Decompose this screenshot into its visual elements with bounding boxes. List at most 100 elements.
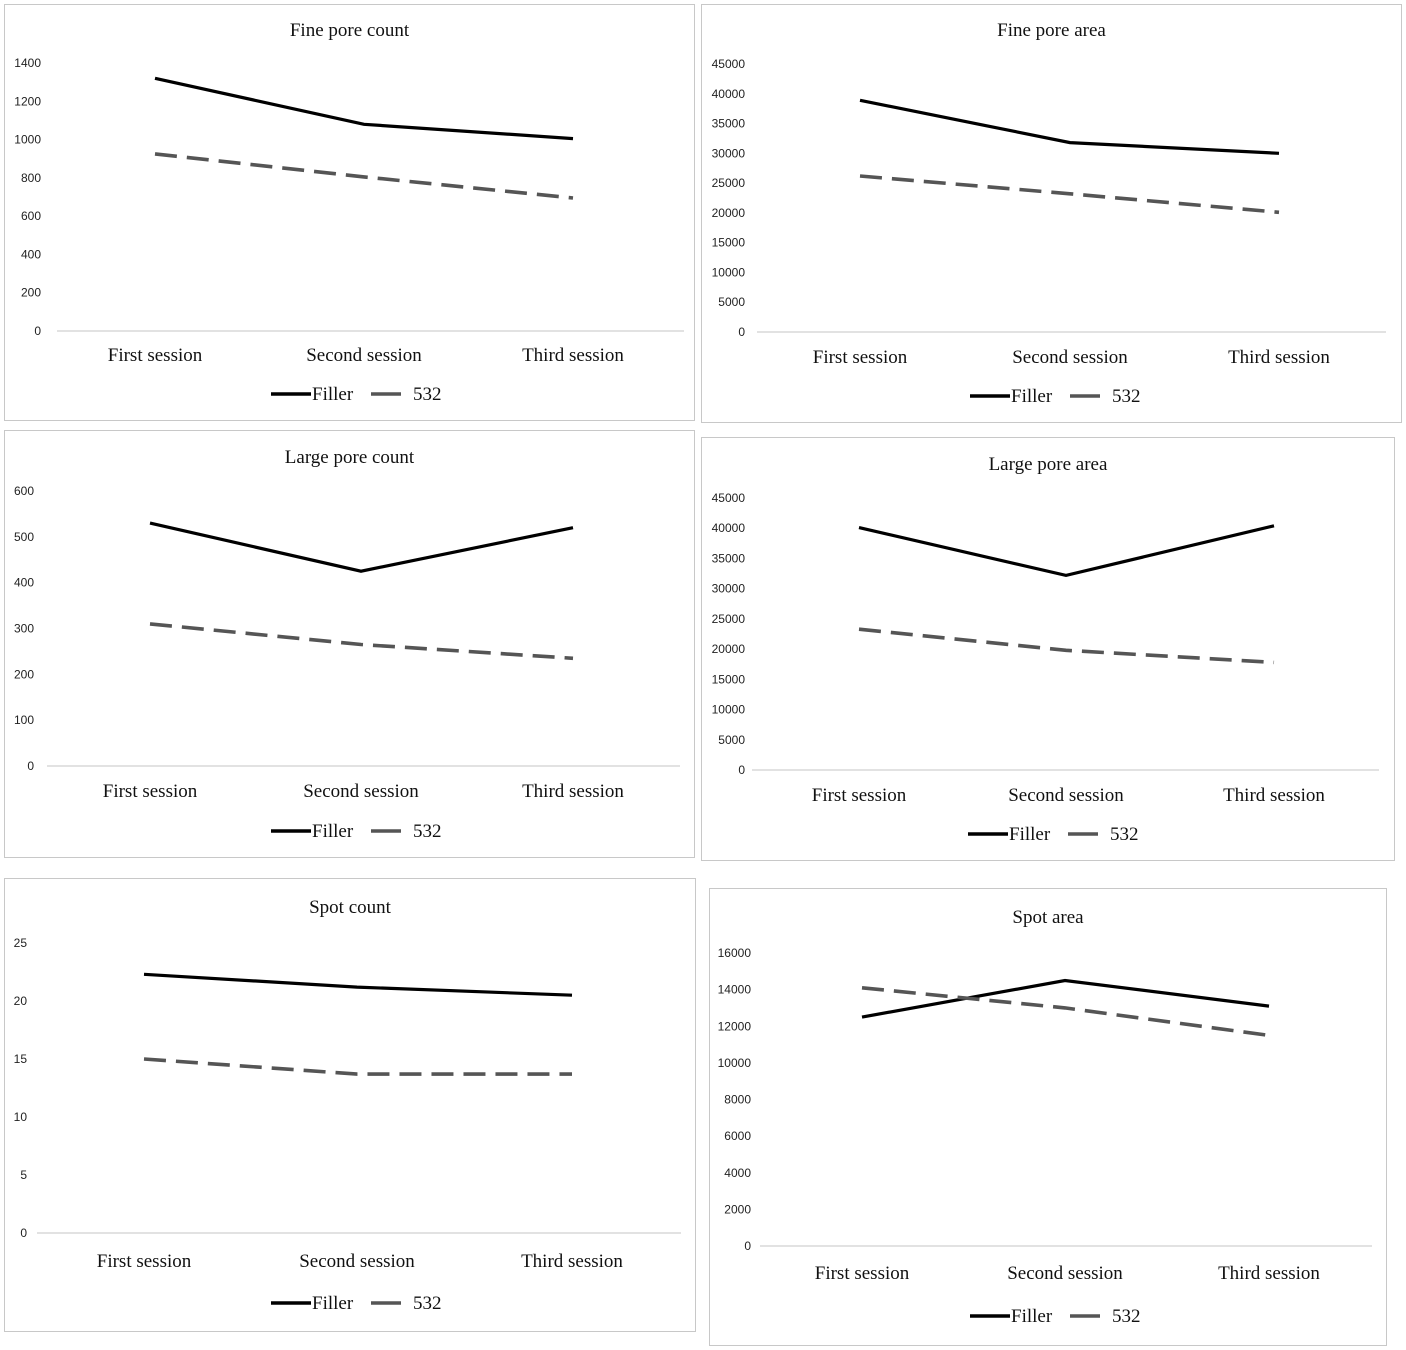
- y-tick-label: 16000: [718, 946, 752, 960]
- y-tick-label: 200: [21, 286, 41, 300]
- data-point-532-first-session: [858, 174, 862, 178]
- x-category-label-second-session: Second session: [1008, 785, 1124, 806]
- y-tick-label: 4000: [724, 1166, 751, 1180]
- data-point-532-first-session: [860, 986, 864, 990]
- series-line-filler: [149, 521, 574, 573]
- legend-label-filler: Filler: [1011, 386, 1053, 407]
- data-point-filler-first-session: [860, 1015, 864, 1019]
- x-category-label-first-session: First session: [815, 1263, 910, 1284]
- x-category-label-third-session: Third session: [522, 345, 624, 366]
- y-tick-label: 15000: [712, 672, 746, 686]
- series-line-series-532: [858, 627, 1275, 665]
- x-category-label-third-session: Third session: [1228, 347, 1330, 368]
- chart-panel-spot-area: Spot area 0 2000 4000 6000 8000 10000 12000 1400…: [709, 888, 1387, 1346]
- y-tick-label: 2000: [724, 1202, 751, 1216]
- legend-label-filler: Filler: [1009, 824, 1051, 845]
- data-point-532-third-session: [1277, 210, 1281, 214]
- data-point-532-third-session: [571, 196, 575, 200]
- y-tick-label: 20000: [712, 642, 746, 656]
- y-tick-label: 12000: [718, 1019, 752, 1033]
- legend-label-filler: Filler: [312, 821, 354, 842]
- y-tick-label: 40000: [712, 521, 746, 535]
- y-tick-label: 0: [20, 1226, 27, 1240]
- x-category-label-second-session: Second session: [306, 345, 422, 366]
- y-tick-label: 25: [14, 936, 28, 950]
- chart-panel-fine-pore-count: Fine pore count 0 200 400 600 800 1000 1200 1400…: [4, 4, 695, 421]
- series-line-filler: [861, 978, 1270, 1019]
- data-point-filler-second-session: [1068, 141, 1072, 145]
- x-category-label-second-session: Second session: [1012, 347, 1128, 368]
- data-point-filler-third-session: [571, 526, 575, 530]
- legend-label-532: 532: [1112, 386, 1141, 407]
- y-tick-label: 600: [21, 209, 41, 223]
- y-tick-label: 1400: [14, 56, 41, 70]
- y-tick-label: 0: [744, 1239, 751, 1253]
- chart-svg: Large pore count 0 100 200 300 400 500 600 First…: [14, 447, 680, 842]
- y-tick-label: 200: [14, 667, 34, 681]
- data-point-532-first-session: [148, 622, 152, 626]
- series-line-filler: [858, 524, 1275, 578]
- y-tick-label: 25000: [712, 176, 746, 190]
- chart-title: Spot area: [1012, 907, 1084, 928]
- data-point-filler-third-session: [570, 993, 574, 997]
- data-point-filler-second-session: [359, 569, 363, 573]
- chart-title: Large pore count: [285, 447, 415, 468]
- x-category-label-first-session: First session: [108, 345, 203, 366]
- series-line-filler: [143, 972, 573, 997]
- data-point-filler-third-session: [571, 137, 575, 141]
- data-point-532-second-session: [355, 1072, 359, 1076]
- x-category-label-second-session: Second session: [299, 1251, 415, 1272]
- y-tick-label: 35000: [712, 117, 746, 131]
- y-tick-label: 10000: [712, 265, 746, 279]
- data-point-filler-first-session: [858, 98, 862, 102]
- x-category-label-third-session: Third session: [521, 1251, 623, 1272]
- x-category-label-third-session: Third session: [1218, 1263, 1320, 1284]
- y-tick-label: 5: [20, 1168, 27, 1182]
- y-tick-label: 6000: [724, 1129, 751, 1143]
- y-tick-label: 400: [21, 247, 41, 261]
- y-tick-label: 35000: [712, 551, 746, 565]
- x-category-label-third-session: Third session: [1223, 785, 1325, 806]
- x-category-label-second-session: Second session: [1007, 1263, 1123, 1284]
- chart-svg: Large pore area 0 5000 10000 15000 20000 25000…: [712, 454, 1379, 845]
- y-tick-label: 500: [14, 530, 34, 544]
- series-line-series-532: [861, 986, 1270, 1038]
- x-category-label-first-session: First session: [97, 1251, 192, 1272]
- data-point-filler-first-session: [857, 526, 861, 530]
- y-tick-label: 20: [14, 994, 28, 1008]
- x-category-label-third-session: Third session: [522, 781, 624, 802]
- data-point-filler-first-session: [142, 972, 146, 976]
- y-tick-label: 5000: [718, 295, 745, 309]
- series-line-series-532: [859, 174, 1280, 215]
- data-point-532-third-session: [1267, 1033, 1271, 1037]
- chart-title: Spot count: [309, 897, 392, 918]
- y-tick-label: 400: [14, 576, 34, 590]
- chart-panel-fine-pore-area: Fine pore area 0 5000 10000 15000 20000 25000 3…: [701, 4, 1402, 423]
- chart-title: Large pore area: [989, 454, 1108, 475]
- y-tick-label: 20000: [712, 206, 746, 220]
- chart-svg: Fine pore count 0 200 400 600 800 1000 1200 1400…: [14, 20, 684, 405]
- y-tick-label: 8000: [724, 1093, 751, 1107]
- legend-label-532: 532: [413, 1293, 442, 1314]
- y-tick-label: 30000: [712, 582, 746, 596]
- y-tick-label: 14000: [718, 983, 752, 997]
- chart-svg: Fine pore area 0 5000 10000 15000 20000 25000 3…: [712, 20, 1386, 407]
- legend-label-532: 532: [413, 384, 442, 405]
- data-point-filler-second-session: [355, 985, 359, 989]
- series-line-filler: [154, 76, 574, 141]
- legend-label-532: 532: [413, 821, 442, 842]
- data-point-filler-first-session: [148, 521, 152, 525]
- y-tick-label: 15000: [712, 236, 746, 250]
- y-tick-label: 30000: [712, 146, 746, 160]
- chart-svg: Spot count 0 5 10 15 20 25 First session Second …: [14, 897, 681, 1314]
- data-point-532-third-session: [1272, 660, 1276, 664]
- data-point-532-second-session: [362, 175, 366, 179]
- data-point-filler-second-session: [362, 122, 366, 126]
- y-tick-label: 45000: [712, 491, 746, 505]
- chart-svg: Spot area 0 2000 4000 6000 8000 10000 12000 1400…: [718, 907, 1372, 1327]
- data-point-532-second-session: [359, 643, 363, 647]
- chart-panel-spot-count: Spot count 0 5 10 15 20 25 First session Second …: [4, 878, 696, 1332]
- y-tick-label: 0: [738, 325, 745, 339]
- y-tick-label: 10: [14, 1110, 28, 1124]
- chart-title: Fine pore area: [997, 20, 1106, 41]
